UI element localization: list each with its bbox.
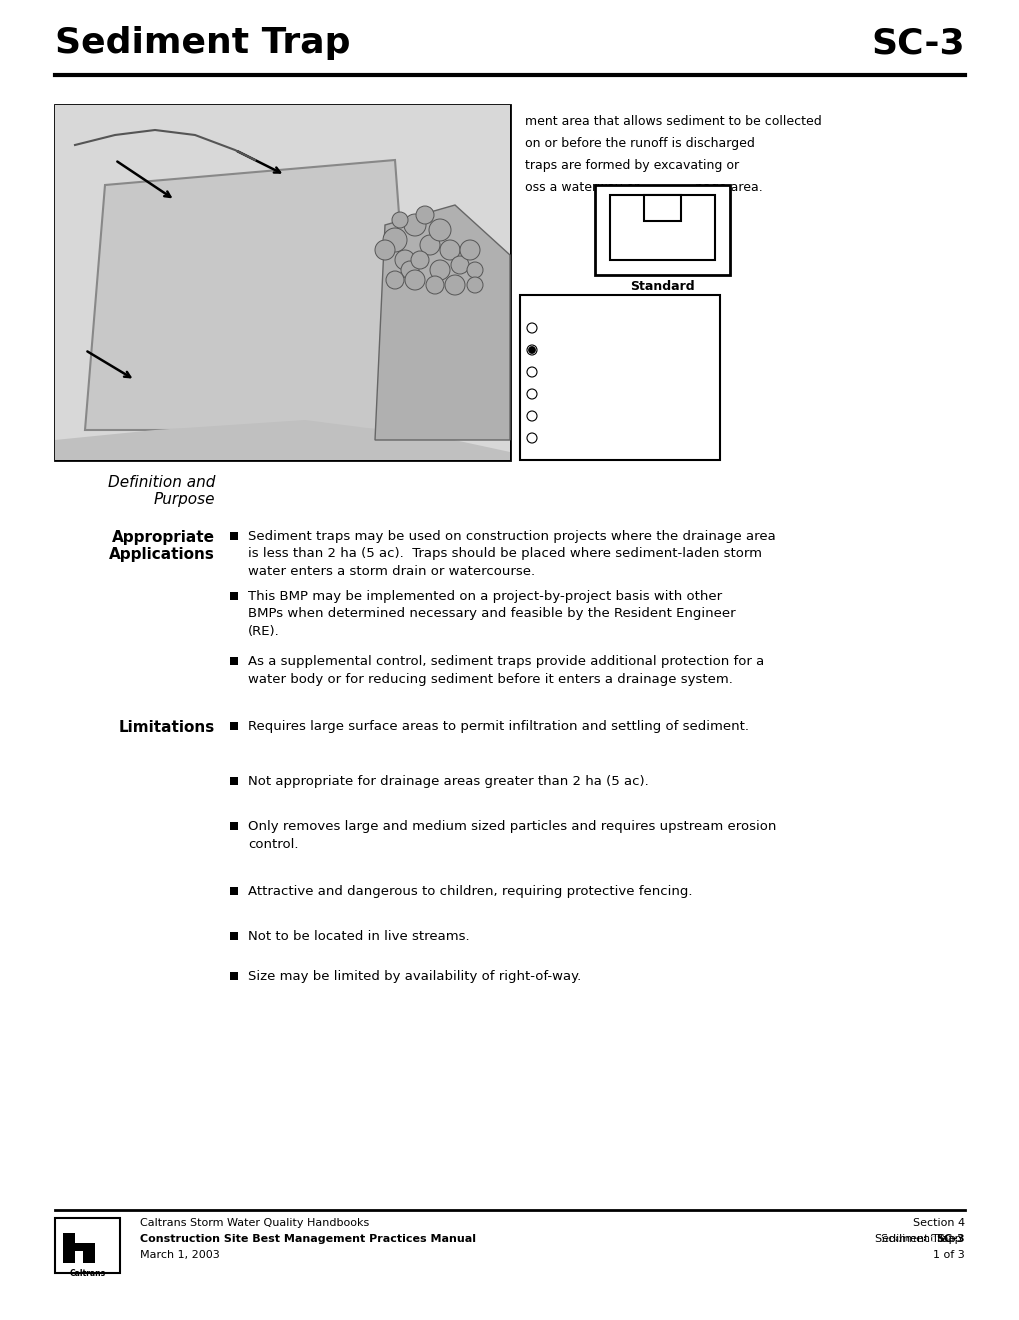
- Text: traps are formed by excavating or: traps are formed by excavating or: [525, 158, 739, 172]
- Text: Sediment Trap: Sediment Trap: [55, 26, 351, 59]
- Circle shape: [467, 277, 483, 293]
- Text: Sediment traps may be used on construction projects where the drainage area
is l: Sediment traps may be used on constructi…: [248, 531, 775, 578]
- Text: on or before the runoff is discharged: on or before the runoff is discharged: [525, 137, 754, 150]
- Text: Materials and Waste Management: Materials and Waste Management: [541, 433, 685, 442]
- Text: SC-3: SC-3: [935, 1234, 964, 1243]
- Text: Appropriate
Applications: Appropriate Applications: [109, 531, 215, 562]
- Bar: [229, 932, 237, 940]
- Bar: [229, 532, 237, 540]
- Circle shape: [527, 389, 536, 399]
- Bar: [229, 777, 237, 785]
- Text: Construction Site Best Management Practices Manual: Construction Site Best Management Practi…: [140, 1234, 476, 1243]
- Circle shape: [420, 235, 439, 255]
- Circle shape: [411, 251, 429, 269]
- Text: Sediment Trap: Sediment Trap: [874, 1234, 958, 1243]
- Text: 1 of 3: 1 of 3: [932, 1250, 964, 1261]
- Bar: [229, 722, 237, 730]
- Bar: [594, 185, 730, 275]
- Text: Wind Erosion Control: Wind Erosion Control: [541, 389, 630, 399]
- Text: BMP Objectives: BMP Objectives: [574, 305, 665, 315]
- Bar: [229, 657, 237, 665]
- Circle shape: [391, 213, 408, 228]
- Bar: [643, 195, 681, 220]
- Bar: [83, 1243, 95, 1263]
- Circle shape: [385, 271, 404, 289]
- Text: Definition and
Purpose: Definition and Purpose: [108, 475, 215, 507]
- Text: Only removes large and medium sized particles and requires upstream erosion
cont: Only removes large and medium sized part…: [248, 820, 775, 850]
- Text: Requires large surface areas to permit infiltration and settling of sediment.: Requires large surface areas to permit i…: [248, 719, 748, 733]
- Circle shape: [416, 206, 433, 224]
- Circle shape: [444, 275, 465, 294]
- Circle shape: [405, 271, 425, 290]
- Circle shape: [527, 433, 536, 444]
- Text: March 1, 2003: March 1, 2003: [140, 1250, 219, 1261]
- Text: Not to be located in live streams.: Not to be located in live streams.: [248, 931, 469, 942]
- Circle shape: [429, 219, 450, 242]
- Circle shape: [527, 411, 536, 421]
- Text: Not appropriate for drainage areas greater than 2 ha (5 ac).: Not appropriate for drainage areas great…: [248, 775, 648, 788]
- Text: Sediment Trap: Sediment Trap: [880, 1234, 964, 1243]
- Circle shape: [430, 260, 449, 280]
- Bar: [55, 106, 510, 459]
- Text: Size may be limited by availability of right-of-way.: Size may be limited by availability of r…: [248, 970, 581, 983]
- Text: Non-Storm Water Management: Non-Storm Water Management: [541, 411, 672, 420]
- Text: Sediment Control: Sediment Control: [541, 345, 614, 354]
- Bar: [229, 887, 237, 895]
- Text: Caltrans: Caltrans: [69, 1269, 105, 1278]
- Circle shape: [404, 214, 426, 236]
- Circle shape: [382, 228, 407, 252]
- Text: Section 4: Section 4: [912, 1218, 964, 1228]
- Bar: [63, 1233, 75, 1263]
- Circle shape: [527, 345, 536, 355]
- Text: Attractive and dangerous to children, requiring protective fencing.: Attractive and dangerous to children, re…: [248, 884, 692, 898]
- Polygon shape: [55, 106, 510, 459]
- Text: ment area that allows sediment to be collected: ment area that allows sediment to be col…: [525, 115, 821, 128]
- Circle shape: [450, 256, 469, 275]
- Circle shape: [460, 240, 480, 260]
- Text: Standard
Symbol: Standard Symbol: [630, 280, 694, 308]
- Text: SC-3: SC-3: [870, 26, 964, 59]
- Circle shape: [527, 323, 536, 333]
- Text: Soil Stabilization: Soil Stabilization: [541, 323, 611, 333]
- Circle shape: [528, 346, 535, 354]
- Polygon shape: [85, 160, 415, 430]
- Circle shape: [426, 276, 443, 294]
- Text: Caltrans Storm Water Quality Handbooks: Caltrans Storm Water Quality Handbooks: [140, 1218, 369, 1228]
- Bar: [609, 195, 714, 260]
- Circle shape: [375, 240, 394, 260]
- Bar: [229, 591, 237, 601]
- Polygon shape: [375, 205, 510, 440]
- Bar: [229, 972, 237, 979]
- Text: This BMP may be implemented on a project-by-project basis with other
BMPs when d: This BMP may be implemented on a project…: [248, 590, 735, 638]
- Text: Limitations: Limitations: [118, 719, 215, 735]
- Bar: [520, 294, 719, 459]
- Circle shape: [400, 261, 419, 279]
- Circle shape: [394, 249, 415, 271]
- Polygon shape: [55, 420, 510, 459]
- Text: Tracking Control: Tracking Control: [541, 367, 609, 376]
- Bar: [63, 1242, 95, 1250]
- Text: As a supplemental control, sediment traps provide additional protection for a
wa: As a supplemental control, sediment trap…: [248, 655, 763, 685]
- Circle shape: [467, 261, 483, 279]
- Circle shape: [527, 367, 536, 378]
- Text: Sediment Trap SC-3: Sediment Trap SC-3: [854, 1234, 964, 1243]
- Bar: [55, 1218, 120, 1272]
- Circle shape: [439, 240, 460, 260]
- Bar: [229, 822, 237, 830]
- Text: oss a waterway or              nage area.: oss a waterway or nage area.: [525, 181, 762, 194]
